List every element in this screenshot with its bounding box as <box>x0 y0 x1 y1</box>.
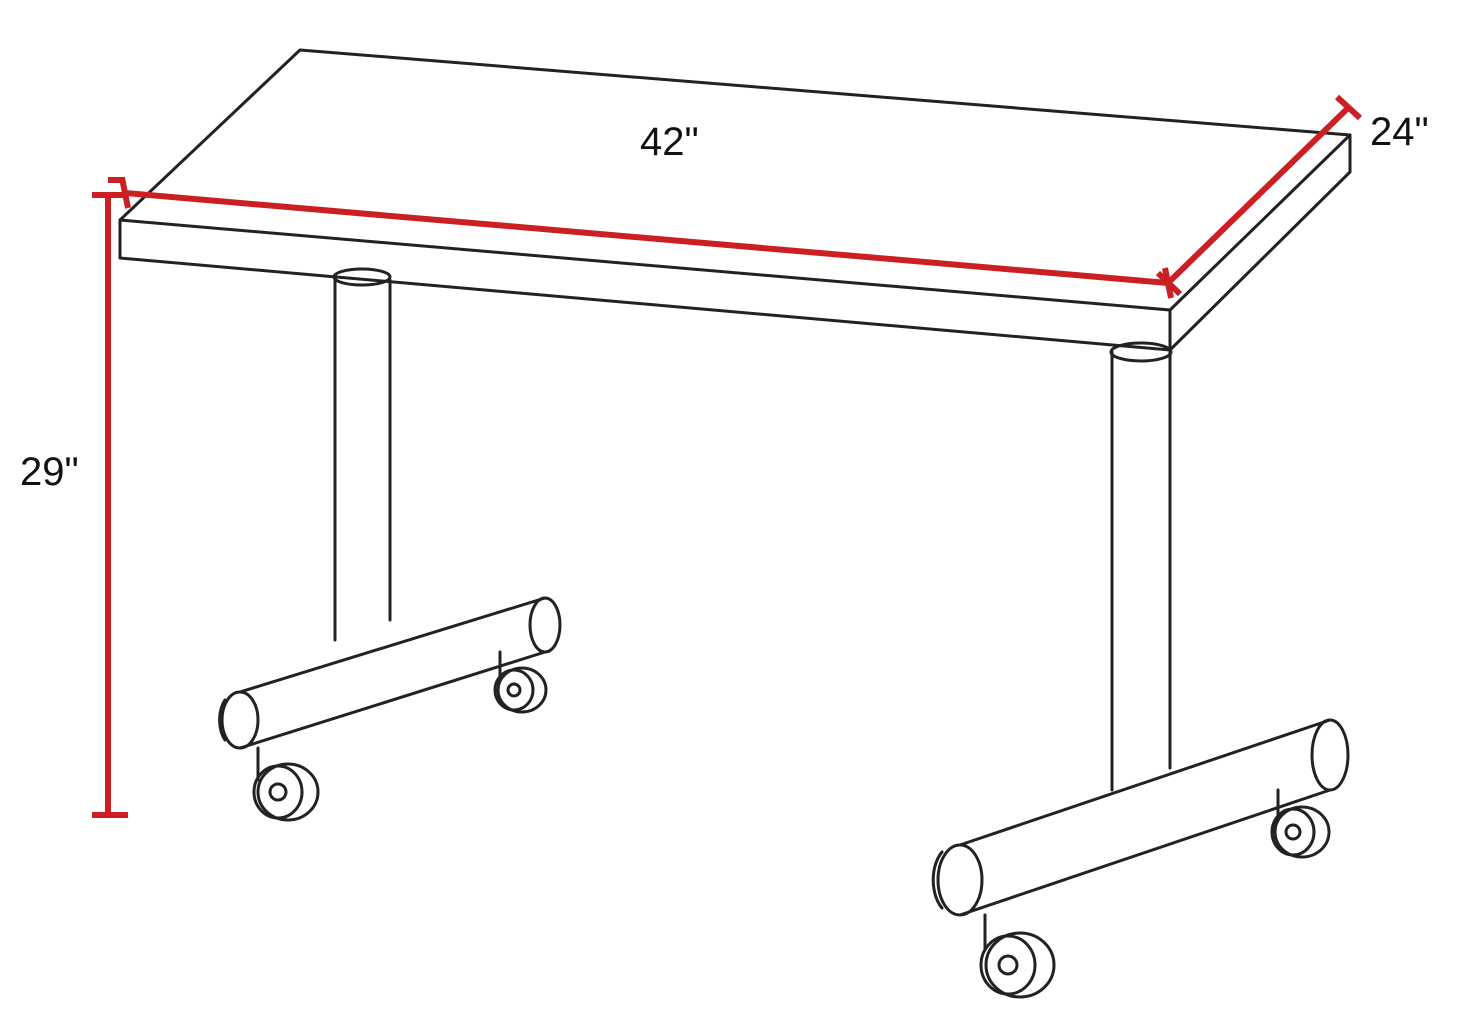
table-drawing <box>0 0 1458 1014</box>
depth-label: 24" <box>1370 110 1429 155</box>
height-label: 29" <box>20 450 79 495</box>
width-label: 42" <box>640 120 699 165</box>
diagram-stage: 42" 24" 29" <box>0 0 1458 1014</box>
